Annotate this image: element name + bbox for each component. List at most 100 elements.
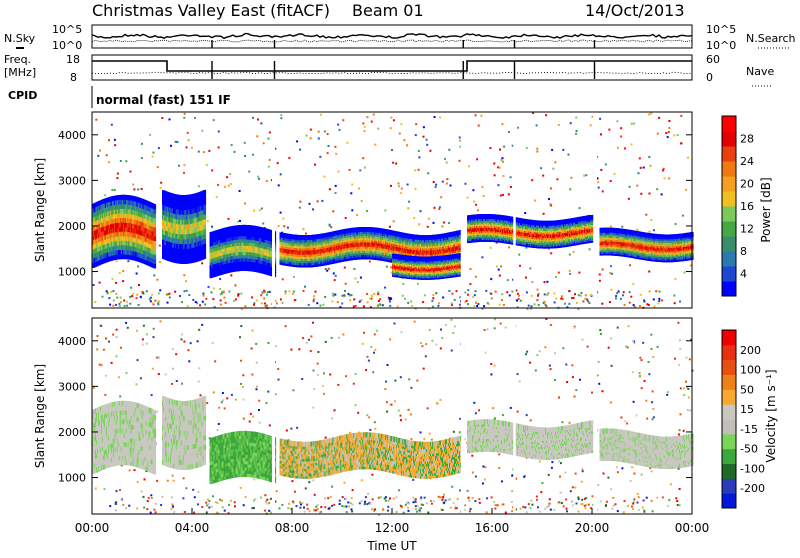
echo-cell: [501, 123, 503, 125]
echo-cell: [202, 301, 204, 303]
echo-cell: [665, 132, 667, 134]
echo-cell: [313, 295, 315, 297]
echo-cell: [306, 135, 308, 137]
nsky-tick-bottom: 10^0: [52, 39, 82, 52]
echo-cell: [536, 124, 538, 126]
echo-cell: [328, 145, 330, 147]
echo-cell: [508, 246, 510, 248]
echo-cell: [178, 165, 180, 167]
echo-cell: [552, 168, 554, 170]
echo-cell: [685, 189, 687, 191]
echo-cell: [578, 272, 580, 274]
echo-cell: [389, 301, 391, 303]
echo-cell: [262, 223, 264, 225]
echo-cell: [296, 140, 298, 142]
echo-cell: [519, 265, 521, 267]
freq-tick-bottom: 8: [70, 71, 77, 84]
echo-cell: [536, 299, 538, 301]
echo-cell: [432, 294, 434, 296]
echo-cell: [482, 186, 484, 188]
echo-cell: [294, 299, 296, 301]
echo-cell: [361, 200, 363, 202]
echo-cell: [427, 226, 429, 228]
echo-cell: [276, 302, 278, 304]
echo-cell: [468, 165, 470, 167]
echo-cell: [262, 292, 264, 294]
echo-cell: [204, 229, 207, 234]
echo-cell: [124, 305, 126, 307]
echo-cell: [377, 128, 379, 130]
echo-cell: [207, 220, 209, 222]
echo-cell: [418, 169, 420, 171]
echo-cell: [132, 293, 134, 295]
echo-cell: [339, 129, 341, 131]
echo-cell: [335, 153, 337, 155]
echo-cell: [467, 294, 469, 296]
echo-cell: [204, 244, 207, 249]
echo-cell: [408, 201, 410, 203]
echo-cell: [239, 220, 241, 222]
echo-cell: [130, 287, 132, 289]
station-title: Christmas Valley East (fitACF): [92, 1, 330, 20]
echo-cell: [116, 260, 118, 262]
echo-cell: [599, 274, 601, 276]
echo-cell: [542, 175, 544, 177]
echo-cell: [179, 295, 181, 297]
echo-cell: [198, 185, 200, 187]
echo-cell: [208, 286, 210, 288]
echo-cell: [545, 304, 547, 306]
echo-cell: [141, 291, 143, 293]
nsky-tick-top: 10^5: [52, 23, 82, 36]
echo-cell: [244, 203, 246, 205]
echo-cell: [617, 147, 619, 149]
echo-cell: [379, 303, 381, 305]
echo-cell: [554, 161, 556, 163]
echo-cell: [432, 297, 434, 299]
echo-cell: [608, 129, 610, 131]
echo-cell: [287, 227, 289, 229]
echo-cell: [253, 304, 255, 306]
echo-cell: [154, 300, 156, 302]
nsky-label: N.Sky: [4, 32, 36, 45]
echo-cell: [682, 215, 684, 217]
echo-cell: [415, 123, 417, 125]
echo-cell: [359, 301, 361, 303]
echo-cell: [680, 142, 682, 144]
nsearch-trace: [92, 40, 692, 42]
echo-cell: [362, 157, 364, 159]
echo-cell: [443, 222, 445, 224]
echo-cell: [99, 150, 101, 152]
echo-cell: [201, 262, 203, 264]
echo-cell: [407, 302, 409, 304]
echo-cell: [259, 209, 261, 211]
echo-cell: [204, 303, 206, 305]
echo-cell: [280, 212, 282, 214]
echo-cell: [378, 300, 380, 302]
echo-cell: [599, 280, 601, 282]
echo-cell: [470, 268, 472, 270]
echo-cell: [111, 189, 113, 191]
echo-cell: [645, 214, 647, 216]
echo-cell: [400, 123, 402, 125]
echo-cell: [629, 302, 631, 304]
echo-cell: [438, 302, 440, 304]
echo-cell: [152, 302, 154, 304]
echo-cell: [253, 210, 255, 212]
echo-cell: [398, 183, 400, 185]
echo-cell: [187, 132, 189, 134]
echo-cell: [283, 218, 285, 220]
echo-cell: [204, 190, 207, 195]
echo-cell: [204, 234, 207, 239]
echo-cell: [648, 156, 650, 158]
echo-cell: [366, 210, 368, 212]
echo-cell: [104, 194, 106, 196]
echo-cell: [493, 163, 495, 165]
echo-cell: [448, 222, 450, 224]
echo-cell: [335, 185, 337, 187]
echo-cell: [252, 154, 254, 156]
echo-cell: [481, 256, 483, 258]
echo-cell: [602, 190, 604, 192]
echo-cell: [217, 184, 219, 186]
echo-cell: [371, 121, 373, 123]
echo-cell: [152, 156, 154, 158]
